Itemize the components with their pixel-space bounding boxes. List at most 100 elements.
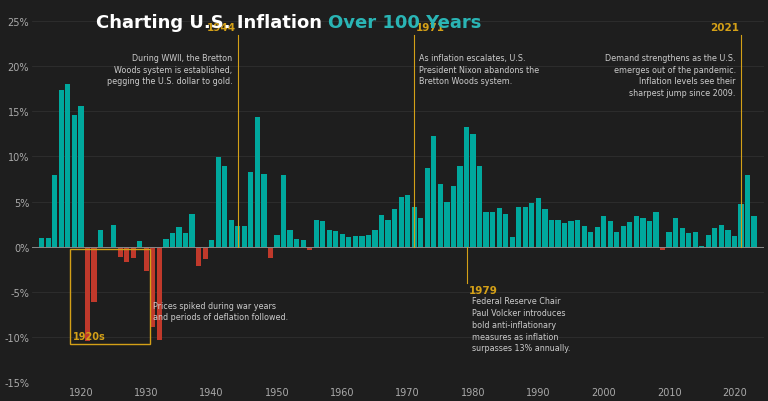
Bar <box>575 220 580 247</box>
Bar <box>719 225 724 247</box>
Bar <box>654 213 659 247</box>
Bar <box>581 227 587 247</box>
Bar <box>477 167 482 247</box>
Bar <box>536 198 541 247</box>
Bar <box>751 217 756 247</box>
Bar <box>405 196 410 247</box>
Bar <box>614 233 620 247</box>
Bar <box>673 218 678 247</box>
Bar <box>732 236 737 247</box>
Bar <box>641 218 646 247</box>
Bar <box>144 247 149 271</box>
Bar <box>170 233 175 247</box>
Bar <box>523 207 528 247</box>
Bar <box>438 185 443 247</box>
Bar <box>464 128 469 247</box>
Bar <box>497 209 502 247</box>
Bar <box>313 220 319 247</box>
Bar <box>229 220 234 247</box>
Bar <box>65 85 71 247</box>
Bar <box>98 231 103 247</box>
Bar <box>320 221 326 247</box>
Bar <box>242 227 247 247</box>
Text: 2021: 2021 <box>710 23 739 33</box>
Bar <box>359 236 365 247</box>
Bar <box>111 225 116 247</box>
Bar <box>274 235 280 247</box>
Text: Prices spiked during war years
and periods of deflation followed.: Prices spiked during war years and perio… <box>154 301 289 322</box>
Bar <box>164 240 168 247</box>
Bar <box>209 241 214 247</box>
Bar <box>78 107 84 247</box>
Bar <box>281 176 286 247</box>
Bar <box>699 246 704 247</box>
Bar <box>58 91 64 247</box>
Bar <box>542 209 548 247</box>
Bar <box>300 241 306 247</box>
Bar <box>738 205 743 247</box>
Bar <box>307 247 313 251</box>
Bar <box>503 215 508 247</box>
Bar <box>418 218 423 247</box>
Bar <box>268 247 273 258</box>
Bar <box>294 240 300 247</box>
Text: 1979: 1979 <box>468 285 498 295</box>
Text: During WWII, the Bretton
Woods system is established,
pegging the U.S. dollar to: During WWII, the Bretton Woods system is… <box>107 54 233 86</box>
Bar <box>607 222 613 247</box>
Bar <box>157 247 162 340</box>
Text: Federal Reserve Chair
Paul Volcker introduces
bold anti-inflationary
measures as: Federal Reserve Chair Paul Volcker intro… <box>472 297 570 352</box>
Bar <box>71 250 151 344</box>
Bar <box>594 227 600 247</box>
Bar <box>379 216 384 247</box>
Bar <box>216 158 220 247</box>
Bar <box>372 230 378 247</box>
Bar <box>562 224 567 247</box>
Bar <box>386 220 391 247</box>
Bar <box>222 166 227 247</box>
Bar <box>287 230 293 247</box>
Bar <box>621 227 626 247</box>
Bar <box>725 231 730 247</box>
Text: Demand strengthens as the U.S.
emerges out of the pandemic.
Inflation levels see: Demand strengthens as the U.S. emerges o… <box>605 54 736 98</box>
Bar <box>647 221 652 247</box>
Bar <box>235 227 240 247</box>
Bar <box>346 237 352 247</box>
Bar <box>151 247 155 327</box>
Bar <box>333 232 339 247</box>
Bar <box>261 174 266 247</box>
Bar <box>693 233 698 247</box>
Bar <box>490 213 495 247</box>
Text: 1920s: 1920s <box>72 332 105 342</box>
Bar <box>706 235 711 247</box>
Bar <box>568 222 574 247</box>
Bar <box>392 209 397 247</box>
Bar <box>177 227 181 247</box>
Bar <box>255 117 260 247</box>
Bar <box>516 207 521 247</box>
Bar <box>634 217 639 247</box>
Text: 1971: 1971 <box>416 23 445 33</box>
Bar <box>131 247 136 258</box>
Bar <box>686 233 691 247</box>
Bar <box>549 220 554 247</box>
Text: As inflation escalates, U.S.
President Nixon abandons the
Bretton Woods system.: As inflation escalates, U.S. President N… <box>419 54 540 86</box>
Bar <box>190 215 194 247</box>
Bar <box>118 247 123 257</box>
Bar <box>451 187 456 247</box>
Bar <box>412 207 417 247</box>
Bar <box>680 228 685 247</box>
Bar <box>667 233 672 247</box>
Bar <box>484 213 488 247</box>
Bar <box>745 175 750 247</box>
Bar <box>248 172 253 247</box>
Bar <box>91 247 97 302</box>
Bar <box>660 247 665 251</box>
Bar <box>431 136 436 247</box>
Bar <box>444 203 449 247</box>
Bar <box>366 235 371 247</box>
Bar <box>601 217 607 247</box>
Bar <box>326 231 332 247</box>
Bar <box>399 198 404 247</box>
Bar <box>588 233 593 247</box>
Bar <box>85 247 90 342</box>
